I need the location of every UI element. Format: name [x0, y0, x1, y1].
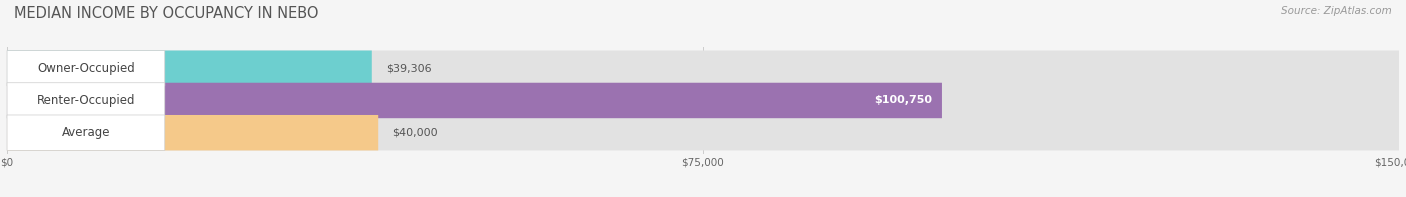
Text: Owner-Occupied: Owner-Occupied: [37, 62, 135, 75]
FancyBboxPatch shape: [7, 83, 942, 118]
FancyBboxPatch shape: [7, 50, 371, 86]
FancyBboxPatch shape: [7, 115, 165, 151]
Text: $40,000: $40,000: [392, 128, 437, 138]
FancyBboxPatch shape: [7, 50, 165, 86]
FancyBboxPatch shape: [7, 50, 1399, 86]
FancyBboxPatch shape: [7, 83, 1399, 118]
Text: Source: ZipAtlas.com: Source: ZipAtlas.com: [1281, 6, 1392, 16]
Text: Average: Average: [62, 126, 110, 139]
Text: $39,306: $39,306: [385, 63, 432, 73]
Text: $100,750: $100,750: [875, 96, 932, 105]
Text: Renter-Occupied: Renter-Occupied: [37, 94, 135, 107]
FancyBboxPatch shape: [7, 83, 165, 118]
Text: MEDIAN INCOME BY OCCUPANCY IN NEBO: MEDIAN INCOME BY OCCUPANCY IN NEBO: [14, 6, 319, 21]
FancyBboxPatch shape: [7, 115, 1399, 151]
FancyBboxPatch shape: [7, 115, 378, 151]
